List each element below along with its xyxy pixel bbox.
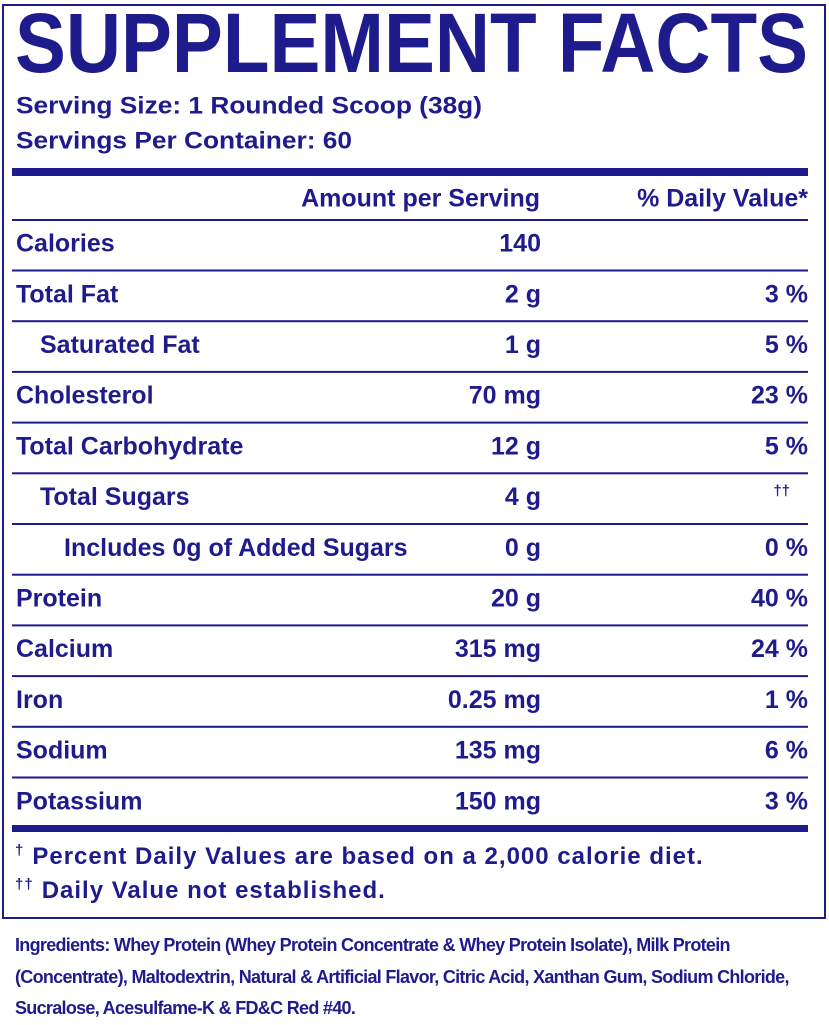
rule [12,573,808,576]
amount: 2 g [505,280,541,308]
label: SUPPLEMENT FACTS Serving Size: 1 Rounded… [2,0,826,919]
amount: 70 mg [469,382,541,410]
rule [12,219,808,221]
ingredients-text: Whey Protein (Whey Protein Concentrate &… [15,935,789,1018]
servings-per-container: Servings Per Container: 60 [16,127,352,154]
daily-value: †† [773,482,790,499]
title: SUPPLEMENT FACTS [15,0,808,90]
rule [12,776,808,779]
nutrient-name: Saturated Fat [40,331,200,359]
ingredients: Ingredients: Whey Protein (Whey Protein … [15,930,827,1025]
nutrient-name: Protein [16,585,102,613]
amount: 0 g [505,534,541,562]
daily-value: 40 % [751,585,808,613]
daily-value: 6 % [765,737,808,765]
daily-value: 3 % [765,280,808,308]
daily-value: 23 % [751,382,808,410]
footnote: † Percent Daily Values are based on a 2,0… [15,842,704,870]
amount: 12 g [491,432,541,460]
rule [12,370,808,373]
border [2,4,826,919]
daily-value: 24 % [751,635,808,663]
nutrient-name: Total Sugars [40,483,190,511]
rule [12,269,808,272]
daily-value: 5 % [765,331,808,359]
serving-size: Serving Size: 1 Rounded Scoop (38g) [16,92,482,119]
footnote: †† Daily Value not established. [15,876,386,904]
rule [12,675,808,678]
rule [12,320,808,323]
footnote-mark: †† [15,876,34,893]
nutrient-name: Potassium [16,787,142,815]
rule [12,624,808,627]
column-header: % Daily Value* [637,185,808,213]
amount: 135 mg [455,737,541,765]
daily-value: 1 % [765,686,808,714]
daily-value: 5 % [765,432,808,460]
footnote-mark: † [15,842,24,859]
amount: 20 g [491,585,541,613]
rule [12,725,808,728]
footnotes: † Percent Daily Values are based on a 2,0… [15,842,704,904]
nutrient-name: Total Fat [16,280,119,308]
daily-value: 3 % [765,787,808,815]
nutrient-name: Calcium [16,635,113,663]
amount: 140 [499,230,541,258]
daily-value: 0 % [765,534,808,562]
footnote-text: Daily Value not established. [42,877,386,904]
nutrient-name: Total Carbohydrate [16,432,243,460]
ingredients-label: Ingredients: [15,935,110,955]
nutrient-name: Sodium [16,737,108,765]
amount: 0.25 mg [448,686,541,714]
nutrient-name: Cholesterol [16,382,154,410]
amount: 1 g [505,331,541,359]
nutrient-name: Calories [16,230,115,258]
thick-rule [12,825,808,832]
thick-rule [12,168,808,176]
amount: 4 g [505,483,541,511]
rule [12,523,808,525]
rule [12,421,808,424]
footnote-text: Percent Daily Values are based on a 2,00… [32,843,703,870]
amount: 315 mg [455,635,541,663]
nutrient-name: Includes 0g of Added Sugars [64,534,408,562]
amount: 150 mg [455,787,541,815]
rule [12,472,808,475]
column-header: Amount per Serving [301,185,540,213]
nutrient-name: Iron [16,686,63,714]
